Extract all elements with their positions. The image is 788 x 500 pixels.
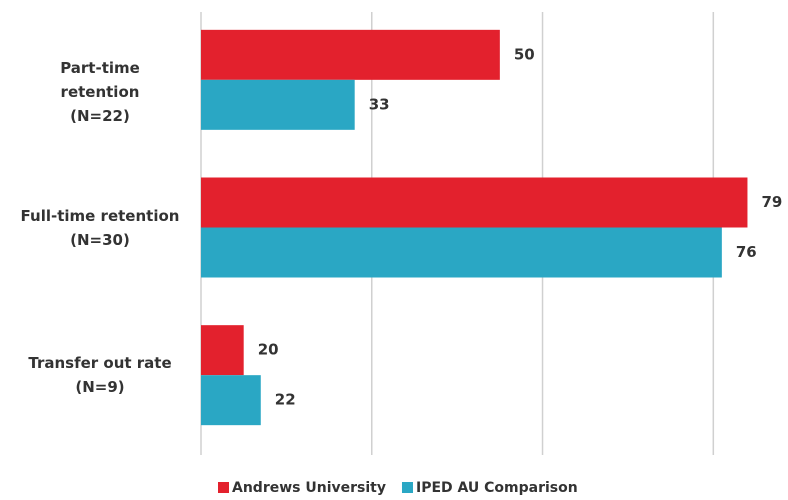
value-label: 20	[258, 341, 279, 359]
category-label: Part-time retention (N=22)	[60, 58, 140, 125]
category-label: Transfer out rate (N=9)	[28, 354, 172, 397]
value-label: 50	[514, 45, 535, 63]
bar	[201, 325, 244, 376]
legend-label: IPED AU Comparison	[416, 480, 578, 496]
legend-label: Andrews University	[232, 480, 386, 496]
category-label: Full-time retention (N=30)	[20, 206, 180, 249]
value-label: 76	[736, 243, 757, 261]
value-label: 22	[275, 391, 296, 409]
legend-swatch	[401, 482, 413, 493]
bar	[201, 375, 261, 426]
legend-swatch	[218, 482, 229, 493]
value-label: 33	[369, 95, 390, 113]
bar	[201, 227, 722, 278]
bar	[201, 29, 500, 80]
bar	[201, 177, 748, 228]
bar	[201, 79, 355, 130]
value-label: 79	[761, 193, 782, 211]
